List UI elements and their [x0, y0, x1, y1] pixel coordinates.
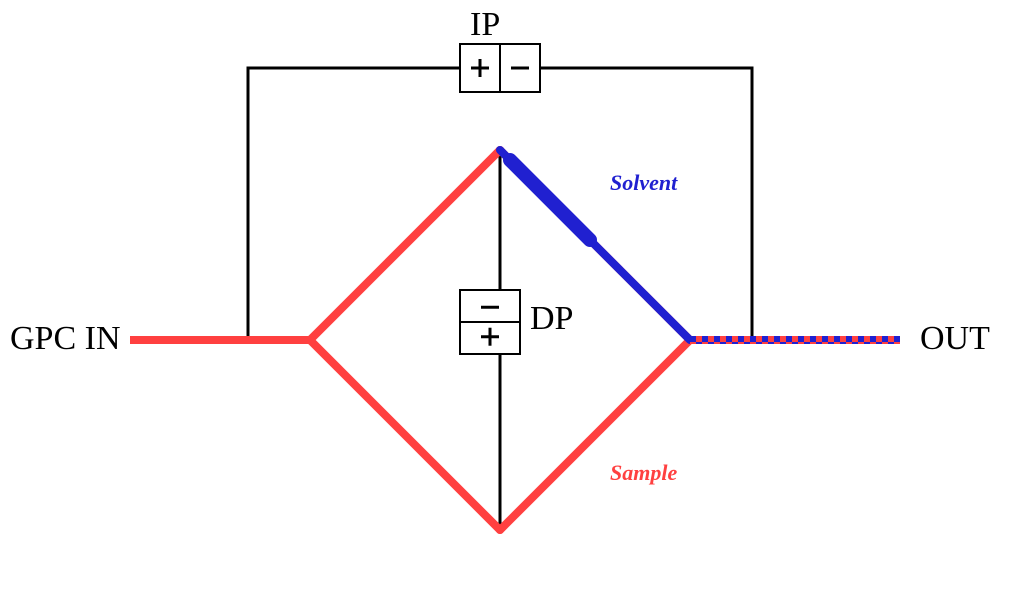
label-ip: IP: [470, 6, 500, 44]
label-dp: DP: [530, 300, 573, 338]
label-gpc-in: GPC IN: [10, 320, 121, 358]
label-solvent: Solvent: [610, 170, 677, 196]
viscometer-bridge-diagram: [0, 0, 1024, 594]
label-out: OUT: [920, 320, 990, 358]
label-sample: Sample: [610, 460, 677, 486]
